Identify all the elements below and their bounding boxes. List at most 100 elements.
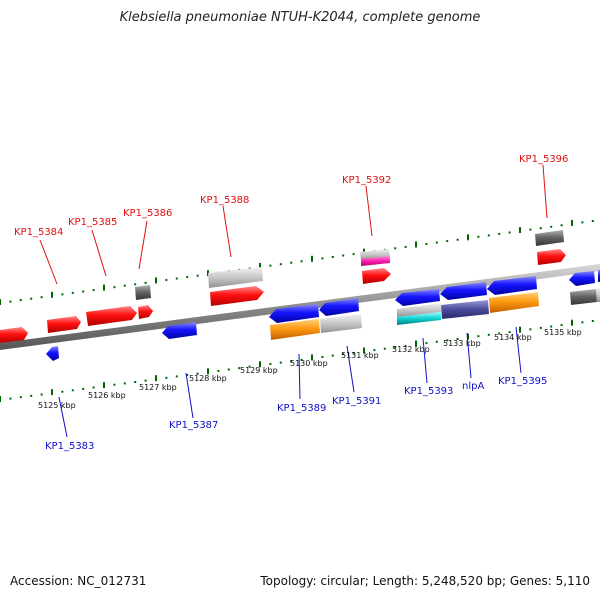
- reverse-strand-genes: [46, 270, 600, 361]
- tick-dot: [9, 300, 12, 303]
- tick-dot: [404, 245, 407, 248]
- top-tick-row: [0, 219, 594, 305]
- forward-gene-labels: KP1_5384 KP1_5385 KP1_5386 KP1_5388 KP1_…: [14, 154, 568, 238]
- tick-dot: [123, 284, 126, 287]
- tick-label: 5130 kbp: [290, 359, 328, 368]
- tick-mark: [415, 340, 417, 347]
- tick-mark: [519, 326, 521, 333]
- gene-label: KP1_5395: [498, 376, 547, 387]
- tick-mark: [207, 270, 209, 277]
- gene-label: KP1_5387: [169, 420, 218, 431]
- gene-arrow: [210, 286, 264, 306]
- gene-box: [361, 256, 390, 266]
- tick-mark: [207, 368, 209, 375]
- tick-mark: [259, 361, 261, 368]
- accession-text: Accession: NC_012731: [10, 574, 147, 588]
- tick-dot: [529, 328, 532, 331]
- gene-box: [570, 289, 597, 305]
- map-title: Klebsiella pneumoniae NTUH-K2044, comple…: [119, 10, 481, 25]
- gene-box: [270, 319, 320, 340]
- tick-dot: [165, 376, 168, 379]
- bottom-tick-row: [0, 319, 594, 402]
- tick-dot: [425, 342, 428, 345]
- tick-dot: [248, 365, 251, 368]
- tick-dot: [217, 369, 220, 372]
- gene-label: KP1_5396: [519, 154, 568, 165]
- tick-dot: [508, 331, 511, 334]
- tick-label: 5133 kbp: [443, 339, 481, 348]
- tick-dot: [373, 349, 376, 352]
- tick-dot: [560, 224, 563, 227]
- tick-dot: [539, 227, 542, 230]
- gene-arrow: [537, 249, 566, 265]
- tick-dot: [19, 299, 22, 302]
- tick-mark: [259, 263, 261, 269]
- tick-dot: [279, 263, 282, 266]
- gene-label: KP1_5389: [277, 403, 326, 414]
- tick-dot: [487, 333, 490, 336]
- tick-dot: [144, 281, 147, 284]
- tick-mark: [51, 389, 53, 396]
- gene-arrow: [162, 322, 197, 339]
- tick-dot: [9, 397, 12, 400]
- gene-arrow: [86, 306, 137, 326]
- tick-mark: [311, 354, 313, 361]
- tick-dot: [435, 241, 438, 244]
- tick-mark: [155, 277, 157, 284]
- gene-arrow: [487, 276, 537, 295]
- tick-mark: [467, 333, 469, 340]
- tick-dot: [30, 394, 33, 397]
- tick-dot: [186, 276, 189, 279]
- tick-dot: [404, 344, 407, 347]
- tick-dot: [435, 340, 438, 343]
- tick-dot: [113, 286, 116, 289]
- tick-dot: [487, 234, 490, 237]
- tick-dot: [591, 320, 594, 322]
- tick-label: 5129 kbp: [240, 366, 278, 375]
- gene-arrow: [0, 327, 28, 343]
- gene-arrow: [138, 305, 153, 319]
- tick-dot: [134, 381, 137, 383]
- gene-box: [320, 314, 362, 333]
- gene-box: [489, 292, 539, 313]
- tick-label: 5125 kbp: [38, 401, 76, 410]
- tick-dot: [134, 283, 137, 286]
- tick-mark: [0, 299, 1, 305]
- tick-dot: [456, 238, 459, 241]
- tick-dot: [446, 339, 449, 342]
- gene-label: KP1_5383: [45, 441, 94, 452]
- tick-dot: [82, 387, 85, 390]
- gene-arrow: [395, 289, 440, 306]
- gene-box: [596, 288, 600, 302]
- tick-dot: [92, 289, 95, 292]
- gene-label: KP1_5392: [342, 175, 391, 186]
- tick-dot: [61, 390, 64, 393]
- tick-dot: [581, 321, 584, 324]
- tick-dot: [82, 290, 85, 293]
- tick-dot: [321, 257, 324, 260]
- tick-label: 5126 kbp: [88, 391, 126, 400]
- tick-dot: [123, 382, 126, 385]
- tick-dot: [71, 291, 74, 294]
- tick-label: 5128 kbp: [189, 374, 227, 383]
- tick-dot: [71, 389, 74, 392]
- tick-label: 5134 kbp: [494, 333, 532, 342]
- gene-box: [135, 285, 151, 300]
- tick-dot: [321, 356, 324, 358]
- forward-strand-genes: [0, 230, 566, 343]
- tick-dot: [290, 261, 293, 264]
- gene-label: KP1_5386: [123, 208, 172, 219]
- tick-mark: [103, 382, 105, 389]
- tick-dot: [425, 243, 428, 245]
- tick-dot: [175, 375, 178, 378]
- tick-dot: [40, 393, 43, 396]
- gene-arrow: [440, 282, 487, 300]
- gene-box: [208, 267, 263, 288]
- tick-mark: [467, 234, 469, 241]
- tick-dot: [498, 232, 501, 235]
- tick-dot: [529, 228, 532, 231]
- tick-dot: [352, 253, 355, 256]
- tick-dot: [144, 379, 147, 382]
- gene-arrow: [47, 316, 81, 333]
